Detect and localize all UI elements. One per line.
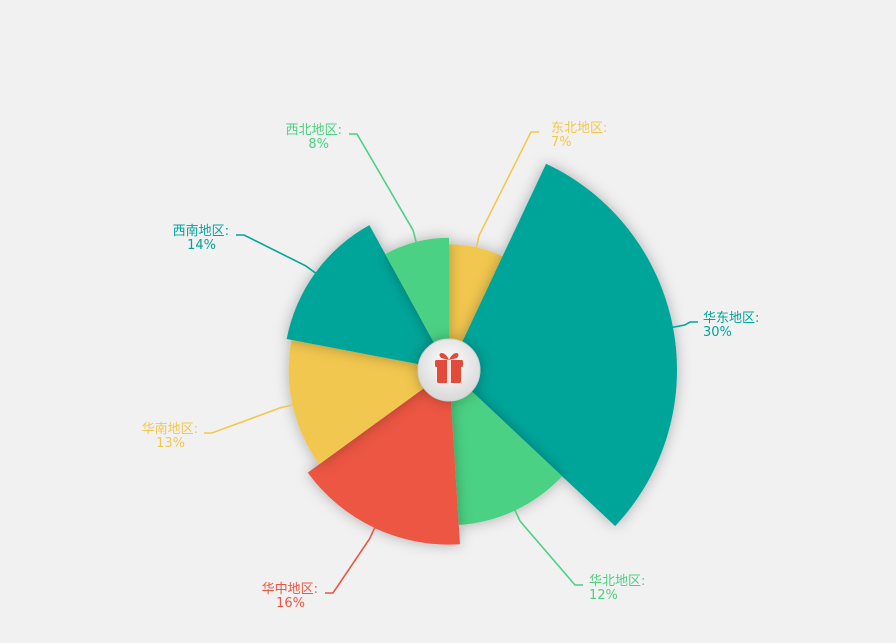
- leader-line-3: [325, 522, 378, 594]
- labels-layer: 东北地区:7% 华东地区:30% 华北地区:12% 华中地区:16% 华南地区:13% 西…: [142, 121, 760, 611]
- slice-label-4: 华南地区:: [142, 421, 198, 437]
- leader-line-6: [349, 133, 419, 248]
- slice-label-5: 西南地区:: [173, 223, 229, 239]
- slice-5[interactable]: [286, 225, 435, 365]
- slice-6[interactable]: [385, 237, 449, 344]
- slice-label-2: 华北地区:: [589, 574, 645, 589]
- slice-percent-1: 30%: [703, 325, 732, 340]
- gift-icon: [435, 353, 463, 383]
- leader-line-5: [236, 234, 321, 278]
- center-hub: [417, 338, 481, 402]
- leader-line-4: [204, 402, 299, 434]
- slices-layer: [286, 163, 677, 545]
- slice-label-0: 东北地区:: [551, 121, 607, 136]
- slice-0[interactable]: [449, 244, 503, 343]
- slice-label-1: 华东地区:: [703, 311, 759, 326]
- slice-label-3: 华中地区:: [262, 582, 318, 597]
- slice-1[interactable]: [461, 163, 677, 527]
- slice-percent-6: 8%: [308, 137, 329, 152]
- leader-line-1: [666, 321, 698, 330]
- leader-line-2: [511, 504, 583, 586]
- leader-line-0: [474, 131, 539, 254]
- slice-percent-5: 14%: [187, 238, 216, 253]
- slice-3[interactable]: [307, 387, 460, 545]
- slice-label-6: 西北地区:: [286, 123, 342, 138]
- slice-percent-2: 12%: [589, 588, 618, 603]
- slice-percent-3: 16%: [276, 596, 305, 611]
- slice-percent-4: 13%: [156, 436, 185, 451]
- slice-4[interactable]: [288, 339, 425, 465]
- slice-percent-0: 7%: [551, 135, 572, 150]
- slice-2[interactable]: [450, 390, 563, 525]
